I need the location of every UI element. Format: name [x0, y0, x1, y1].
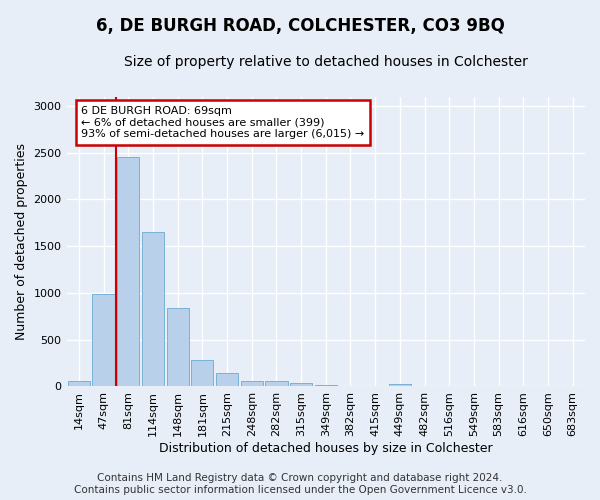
Text: 6, DE BURGH ROAD, COLCHESTER, CO3 9BQ: 6, DE BURGH ROAD, COLCHESTER, CO3 9BQ	[95, 18, 505, 36]
Bar	[117, 158, 139, 386]
Y-axis label: Number of detached properties: Number of detached properties	[15, 143, 28, 340]
Text: 6 DE BURGH ROAD: 69sqm
← 6% of detached houses are smaller (399)
93% of semi-det: 6 DE BURGH ROAD: 69sqm ← 6% of detached …	[82, 106, 365, 139]
Bar	[241, 382, 263, 386]
Title: Size of property relative to detached houses in Colchester: Size of property relative to detached ho…	[124, 55, 528, 69]
Text: Contains HM Land Registry data © Crown copyright and database right 2024.
Contai: Contains HM Land Registry data © Crown c…	[74, 474, 526, 495]
Bar	[216, 374, 238, 386]
Bar	[92, 294, 115, 386]
Bar	[290, 383, 312, 386]
Bar	[142, 232, 164, 386]
Bar	[389, 384, 411, 386]
X-axis label: Distribution of detached houses by size in Colchester: Distribution of detached houses by size …	[159, 442, 493, 455]
Bar	[68, 381, 90, 386]
Bar	[314, 384, 337, 386]
Bar	[191, 360, 214, 386]
Bar	[265, 382, 287, 386]
Bar	[167, 308, 189, 386]
